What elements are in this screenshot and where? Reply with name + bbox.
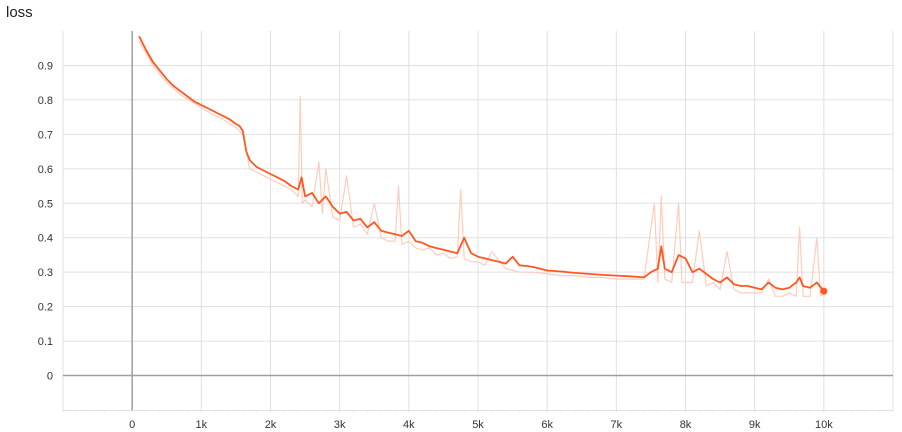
last-point-marker [820, 287, 828, 295]
y-tick-label: 0.3 [38, 267, 53, 279]
x-tick-label: 9k [749, 419, 761, 431]
grid-layer [62, 31, 894, 411]
y-tick-label: 0.9 [38, 60, 53, 72]
x-tick-label: 3k [334, 419, 346, 431]
y-tick-label: 0.1 [38, 336, 53, 348]
axis-layer [62, 31, 894, 412]
x-tick-label: 7k [611, 419, 623, 431]
x-tick-label: 5k [472, 419, 484, 431]
x-tick-label: 8k [680, 419, 692, 431]
y-tick-label: 0.7 [38, 129, 53, 141]
y-tick-label: 0.4 [38, 233, 53, 245]
x-tick-label: 6k [541, 419, 553, 431]
y-tick-label: 0.8 [38, 95, 53, 107]
raw-series-layer [138, 41, 825, 297]
x-tick-label: 2k [265, 419, 277, 431]
chart-title: loss [6, 4, 33, 21]
smoothed-series-layer [138, 35, 828, 295]
y-tick-label: 0 [47, 371, 53, 383]
raw-series-line [138, 41, 825, 297]
tick-label-layer: 0 1k 2k 3k 4k 5k 6k 7k 8k 9k 10k 0 0.1 0.2 0.3 0.4 0.5 0.… [38, 60, 833, 431]
y-tick-label: 0.2 [38, 302, 53, 314]
x-tick-label: 1k [196, 419, 208, 431]
y-tick-label: 0.5 [38, 198, 53, 210]
x-tick-label: 0 [129, 419, 135, 431]
y-tick-label: 0.6 [38, 164, 53, 176]
x-tick-label: 4k [403, 419, 415, 431]
x-tick-label: 10k [815, 419, 833, 431]
smoothed-series-line [138, 35, 825, 292]
